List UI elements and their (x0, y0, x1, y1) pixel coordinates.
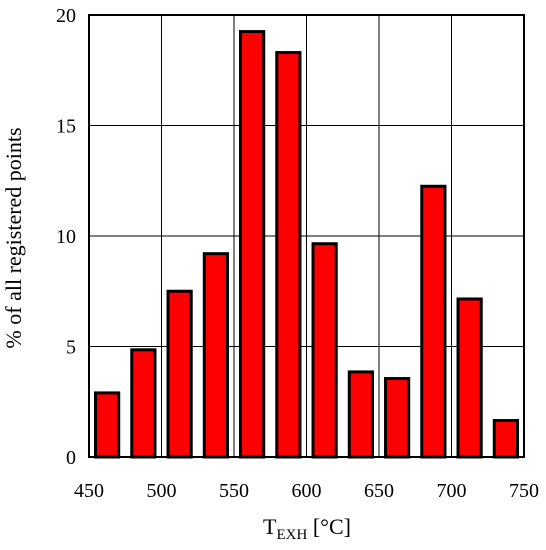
x-tick-label: 450 (74, 480, 104, 502)
bar-10 (420, 184, 447, 459)
y-tick-labels: 0 5 10 15 20 (56, 5, 76, 469)
y-tick-label: 15 (56, 116, 76, 138)
y-tick-label: 0 (66, 447, 76, 469)
y-axis-label: % of all registered points (1, 127, 26, 348)
x-tick-label: 650 (364, 480, 394, 502)
x-tick-label: 700 (437, 480, 467, 502)
y-tick-label: 5 (66, 337, 76, 359)
x-tick-label: 750 (509, 480, 539, 502)
bar-6 (275, 51, 302, 459)
x-tick-label: 550 (219, 480, 249, 502)
x-axis-label-unit: [°C] (307, 514, 351, 539)
x-tick-label: 500 (147, 480, 177, 502)
plot-frame (88, 14, 525, 458)
x-tick-label: 600 (292, 480, 322, 502)
bar-4 (202, 252, 229, 459)
bar-2 (130, 348, 157, 459)
bar-9 (384, 377, 411, 459)
bar-8 (347, 370, 374, 459)
bar-3 (166, 289, 193, 459)
bar-5 (239, 30, 266, 459)
bar-1 (94, 391, 121, 459)
bar-12 (492, 419, 519, 459)
x-tick-labels: 450 500 550 600 650 700 750 (74, 480, 539, 502)
bar-11 (456, 297, 483, 459)
y-tick-label: 20 (56, 5, 76, 27)
x-axis-label-subscript: EXH (277, 527, 308, 543)
y-tick-label: 10 (56, 226, 76, 248)
x-axis-label-main: T (263, 514, 277, 539)
x-axis-label: TEXH [°C] (263, 514, 351, 543)
bar-7 (311, 242, 338, 459)
